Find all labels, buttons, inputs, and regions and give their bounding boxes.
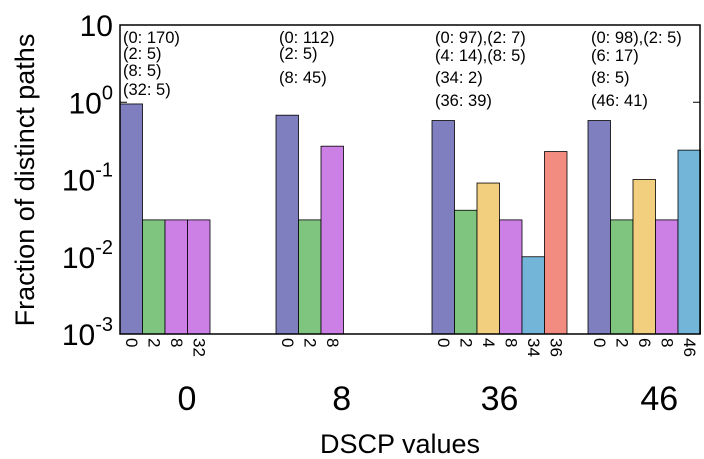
- bar: [431, 120, 455, 335]
- x-axis-label: DSCP values: [320, 429, 480, 459]
- annotation: (4: 14),(8: 5): [435, 47, 526, 65]
- bar: [298, 219, 322, 335]
- bar: [632, 179, 656, 335]
- annotation: (0: 97),(2: 7): [435, 29, 526, 47]
- plot-frame: [119, 24, 701, 335]
- bar: [544, 151, 568, 335]
- annotation: (8: 5): [591, 69, 630, 87]
- bar: [587, 120, 611, 335]
- annotation: (6: 17): [591, 47, 639, 65]
- bar: [275, 114, 299, 335]
- group-label: 36: [481, 380, 519, 418]
- annotation: (8: 45): [279, 69, 327, 87]
- bar-tick-label: 46: [680, 338, 699, 357]
- annotation: (8: 5): [123, 62, 162, 80]
- y-tick-label: 10-1: [62, 160, 113, 198]
- bar: [677, 149, 701, 335]
- bar: [164, 219, 188, 335]
- annotation: (2: 5): [123, 45, 162, 63]
- bar: [521, 256, 545, 335]
- y-tick-label: 10-3: [62, 314, 113, 352]
- bar-tick-label: 34: [524, 338, 543, 357]
- bar: [655, 219, 679, 335]
- bar: [187, 219, 211, 335]
- bar-tick-label: 8: [323, 338, 342, 347]
- annotation: (34: 2): [435, 69, 483, 87]
- annotation: (32: 5): [123, 81, 171, 99]
- bar-tick-label: 2: [612, 338, 631, 347]
- group-label: 46: [640, 380, 678, 418]
- bar-tick-label: 0: [590, 338, 609, 347]
- bar-tick-label: 0: [122, 338, 141, 347]
- bar-tick-label: 2: [144, 338, 163, 347]
- annotation: (2: 5): [279, 45, 318, 63]
- annotation: (36: 39): [435, 92, 492, 110]
- bars: [119, 103, 701, 335]
- bar: [454, 209, 478, 335]
- bar-tick-label: 8: [657, 338, 676, 347]
- bar-tick-label: 8: [167, 338, 186, 347]
- bar-tick-label: 32: [189, 338, 208, 357]
- bar: [142, 219, 166, 335]
- annotation: (0: 98),(2: 5): [591, 29, 682, 47]
- bar-tick-labels: 0 2 8 32 0 2 8 0 2 4 8 34 36 0 2 6 8 46: [122, 338, 699, 357]
- y-tick-label: 10-2: [62, 237, 113, 275]
- bar-tick-label: 36: [546, 338, 565, 357]
- bar-tick-label: 2: [456, 338, 475, 347]
- bar: [119, 103, 143, 335]
- bar-tick-label: 4: [479, 338, 498, 347]
- annotation: (46: 41): [591, 92, 648, 110]
- bar: [499, 219, 523, 335]
- bar-tick-label: 6: [635, 338, 654, 347]
- y-axis-label: Fraction of distinct paths: [10, 34, 40, 327]
- y-tick-label: 100: [69, 82, 114, 120]
- group-labels: 0 8 36 46: [178, 380, 679, 418]
- bar-tick-label: 0: [434, 338, 453, 347]
- bar: [610, 219, 634, 335]
- y-tick-label: 10: [80, 10, 113, 43]
- annotation: (0: 170): [123, 29, 180, 47]
- bar-tick-label: 8: [501, 338, 520, 347]
- group-label: 8: [332, 380, 351, 418]
- annotation: (0: 112): [279, 29, 335, 47]
- bar-tick-label: 2: [300, 338, 319, 347]
- bar: [320, 145, 344, 335]
- group-label: 0: [178, 380, 197, 418]
- y-axis-ticks: 10-3 10-2 10-1 100 10: [62, 10, 700, 352]
- bar: [476, 182, 500, 335]
- annotations: (0: 170)(2: 5)(8: 5)(32: 5)(0: 112)(2: 5…: [123, 29, 682, 110]
- bar-tick-label: 0: [278, 338, 297, 347]
